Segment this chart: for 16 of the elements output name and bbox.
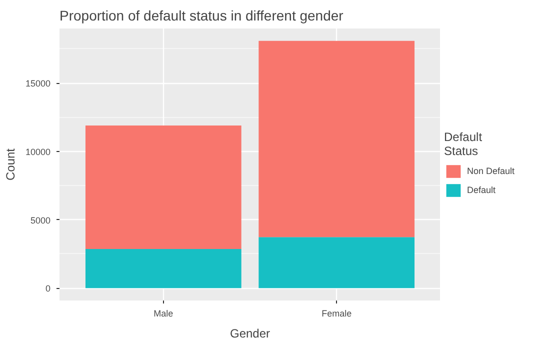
x-axis-title: Gender	[230, 326, 270, 340]
x-tick-label: Male	[154, 308, 174, 318]
bar	[85, 249, 242, 288]
y-tick-label: 10000	[25, 146, 51, 157]
x-tick-label: Female	[322, 308, 352, 318]
y-tick-label: 15000	[25, 78, 51, 89]
y-tick-label: 0	[45, 284, 51, 294]
legend-title: Default Status	[444, 130, 484, 158]
bar	[258, 237, 415, 288]
y-tick-label: 5000	[30, 215, 51, 226]
chart-title: Proportion of default status in different gender	[60, 8, 344, 24]
bar	[258, 40, 415, 238]
legend-label: Default	[467, 185, 496, 195]
y-axis-title: Count	[3, 148, 18, 181]
legend-label: Non Default	[467, 166, 515, 176]
bar	[85, 125, 242, 250]
